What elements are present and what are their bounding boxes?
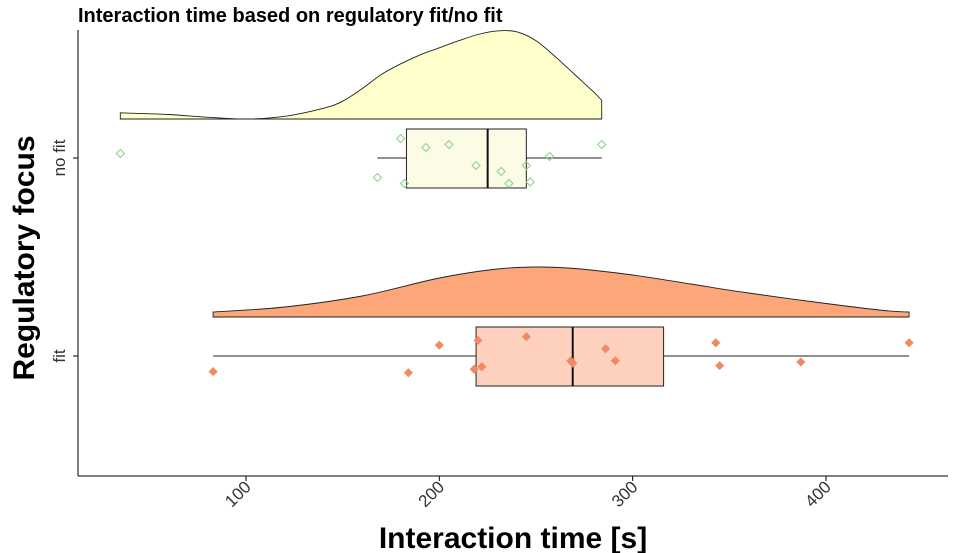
x-tick-label: 100 — [221, 477, 254, 510]
data-point-no-fit — [399, 178, 410, 189]
data-point-fit — [434, 340, 444, 350]
x-tick-label: 200 — [415, 477, 448, 510]
data-point-fit — [469, 364, 479, 374]
x-tick-label: 400 — [801, 477, 834, 510]
y-axis-ticks: no fit fit — [50, 139, 78, 363]
data-point-no-fit — [444, 139, 454, 150]
data-point-no-fit — [421, 142, 431, 153]
x-tick-label: 300 — [608, 477, 641, 510]
y-category-label: fit — [50, 349, 69, 363]
y-axis-title: Regulatory focus — [8, 135, 41, 380]
data-point-no-fit — [471, 160, 481, 171]
data-point-no-fit — [521, 160, 532, 171]
chart-title: Interaction time based on regulatory fit… — [78, 5, 503, 27]
data-point-no-fit — [596, 139, 607, 150]
data-point-no-fit — [544, 151, 555, 162]
data-point-fit — [521, 332, 531, 342]
data-point-fit — [715, 361, 725, 371]
plot-area — [115, 30, 914, 387]
data-point-no-fit — [496, 166, 506, 177]
data-point-no-fit — [372, 172, 383, 183]
y-category-label: no fit — [50, 139, 69, 176]
data-point-fit — [477, 362, 487, 372]
x-axis-ticks: 100 200 300 400 — [221, 476, 835, 511]
data-point-fit — [796, 357, 806, 367]
data-point-no-fit — [504, 178, 514, 189]
data-point-fit — [568, 358, 578, 368]
data-point-no-fit — [525, 177, 535, 187]
data-point-no-fit — [395, 133, 406, 144]
data-point-no-fit — [115, 148, 126, 159]
data-point-fit — [904, 338, 914, 348]
data-point-fit — [601, 344, 611, 354]
data-point-fit — [473, 335, 483, 345]
density-cloud-fit — [212, 266, 910, 318]
data-point-fit — [610, 356, 620, 366]
box-no-fit — [405, 128, 527, 189]
x-axis-title: Interaction time [s] — [379, 522, 647, 553]
data-point-fit — [208, 367, 218, 377]
data-point-fit — [403, 368, 413, 378]
density-cloud-no-fit — [119, 30, 603, 120]
data-point-fit — [711, 338, 721, 348]
box-fit — [475, 326, 665, 387]
